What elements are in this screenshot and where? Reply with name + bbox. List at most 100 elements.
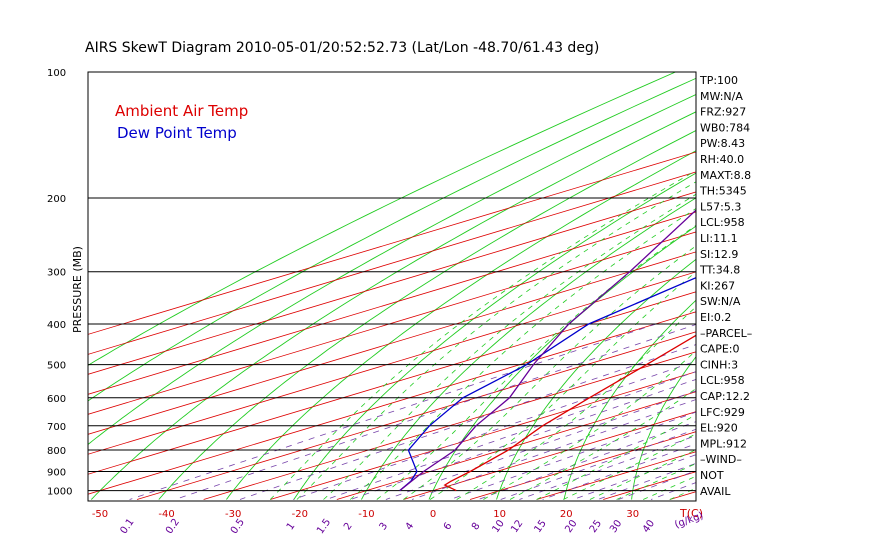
stat-item: AVAIL — [700, 485, 731, 498]
mixing-ratio-label: 8 — [470, 521, 483, 533]
isotherm-line — [270, 371, 696, 500]
y-tick-label: 600 — [47, 394, 66, 405]
y-tick-label: 1000 — [47, 487, 72, 498]
stat-item: –PARCEL– — [700, 327, 752, 340]
isotherm-line — [88, 291, 696, 475]
isotherm-line — [88, 251, 696, 435]
dry-adiabat-line — [158, 130, 696, 500]
mixing-ratio-label: 10 — [491, 518, 507, 535]
isobars — [88, 197, 696, 492]
stat-item: L57:5.3 — [700, 200, 741, 213]
stat-item: KI:267 — [700, 279, 735, 292]
isotherm-line — [603, 471, 696, 500]
bottom-tick-label: -40 — [158, 509, 174, 520]
dry-adiabat-line — [90, 111, 696, 500]
bottom-tick-label: 0 — [430, 509, 436, 520]
bottom-tick-label: 20 — [560, 509, 573, 520]
y-tick-label: 100 — [47, 68, 66, 79]
stat-item: MW:N/A — [700, 90, 743, 103]
stat-item: TP:100 — [699, 74, 738, 87]
bottom-tick-label: -30 — [225, 509, 241, 520]
stat-item: LI:11.1 — [700, 232, 738, 245]
stat-item: EL:920 — [700, 422, 738, 435]
background-lines — [88, 72, 870, 500]
dry-adiabat-line — [88, 72, 676, 366]
moist-adiabat-line — [376, 224, 696, 500]
stat-item: LCL:958 — [700, 216, 745, 229]
mixing-ratio-line — [450, 411, 696, 500]
mixing-ratio-label: 15 — [533, 518, 549, 535]
y-tick-label: 900 — [47, 467, 66, 478]
mixing-ratio-label: 25 — [588, 518, 604, 535]
stat-item: TT:34.8 — [699, 264, 740, 277]
stat-item: SW:N/A — [700, 295, 741, 308]
bottom-temperature-tick-labels: -50 -40 -30 -20 -10 0 10 20 30 — [92, 509, 639, 520]
mixing-ratio-label: 12 — [509, 518, 525, 535]
isotherm-line — [336, 391, 696, 500]
mixing-ratio-line — [573, 454, 696, 500]
stat-item: SI:12.9 — [700, 248, 738, 261]
y-tick-label: 200 — [47, 194, 66, 205]
moist-adiabat-line — [643, 475, 696, 500]
mixing-ratio-label: 3 — [378, 521, 391, 533]
isotherm-line — [88, 171, 696, 355]
mixing-ratio-line — [411, 399, 696, 500]
stats-panel: TP:100 MW:N/A FRZ:927 WB0:784 PW:8.43 RH:40.0… — [699, 74, 752, 498]
parcel-line — [399, 209, 696, 492]
mixing-ratio-line — [239, 344, 696, 500]
x-axis-unit-label: T(C) — [679, 507, 703, 520]
stat-item: MPL:912 — [700, 437, 747, 450]
dry-adiabat-line — [88, 94, 696, 446]
series-lines — [399, 209, 696, 492]
y-tick-label: 300 — [47, 268, 66, 279]
stat-item: WB0:784 — [700, 121, 750, 134]
stat-item: RH:40.0 — [700, 153, 744, 166]
moist-adiabat-line — [403, 245, 696, 500]
mixing-ratio-tick-labels: 0.1 0.2 0.5 1 1.5 2 3 4 6 8 10 12 15 20 25 30 40 — [118, 517, 657, 536]
stat-item: NOT — [700, 469, 724, 482]
chart-title: AIRS SkewT Diagram 2010-05-01/20:52:52.7… — [85, 40, 599, 56]
stat-item: LCL:958 — [700, 374, 745, 387]
stat-item: MAXT:8.8 — [700, 169, 751, 182]
legend-ambient-air-temp: Ambient Air Temp — [115, 102, 248, 120]
y-tick-label: 800 — [47, 446, 66, 457]
dry-adiabat-line — [88, 77, 696, 402]
isotherm-line — [88, 151, 696, 335]
plot-frame — [87, 71, 697, 502]
isotherm-line — [88, 191, 696, 375]
dew-point-temp-line — [399, 276, 696, 492]
isotherm-line — [403, 411, 696, 500]
mixing-ratio-label: 0.1 — [118, 517, 136, 536]
mixing-ratio-line — [174, 324, 696, 500]
dry-adiabat-line — [226, 150, 696, 500]
isotherm-line — [136, 331, 696, 500]
y-axis-label: PRESSURE (MB) — [71, 246, 84, 333]
stat-item: CAPE:0 — [700, 343, 740, 356]
isotherm-line — [736, 72, 870, 499]
ambient-air-temp-line — [443, 334, 696, 492]
dry-adiabat-line — [631, 356, 696, 500]
y-tick-label: 500 — [47, 361, 66, 372]
stat-item: LFC:929 — [700, 406, 745, 419]
mixing-ratio-label: 4 — [404, 521, 417, 533]
y-tick-labels: 100 200 300 400 500 600 700 800 900 1000 — [47, 68, 72, 498]
dry-adiabat-line — [563, 299, 696, 500]
dry-adiabat-line — [293, 172, 696, 500]
mixing-ratio-line — [129, 323, 657, 500]
bottom-tick-label: -10 — [358, 509, 374, 520]
y-tick-label: 400 — [47, 320, 66, 331]
stat-item: CINH:3 — [700, 358, 738, 371]
moist-adiabat-line — [269, 170, 696, 500]
mixing-ratio-line — [542, 443, 696, 500]
moist-adiabat-line — [536, 414, 696, 500]
legend-dew-point-temp: Dew Point Temp — [117, 124, 237, 142]
isotherm-line — [88, 311, 696, 495]
moist-adiabat-line — [349, 208, 696, 500]
isotherm-line — [88, 271, 696, 455]
mixing-ratio-line — [650, 482, 696, 500]
mixing-ratio-line — [519, 435, 696, 500]
stat-item: TH:5345 — [699, 185, 747, 198]
bottom-tick-label: -20 — [292, 509, 308, 520]
stat-item: –WIND– — [700, 453, 742, 466]
